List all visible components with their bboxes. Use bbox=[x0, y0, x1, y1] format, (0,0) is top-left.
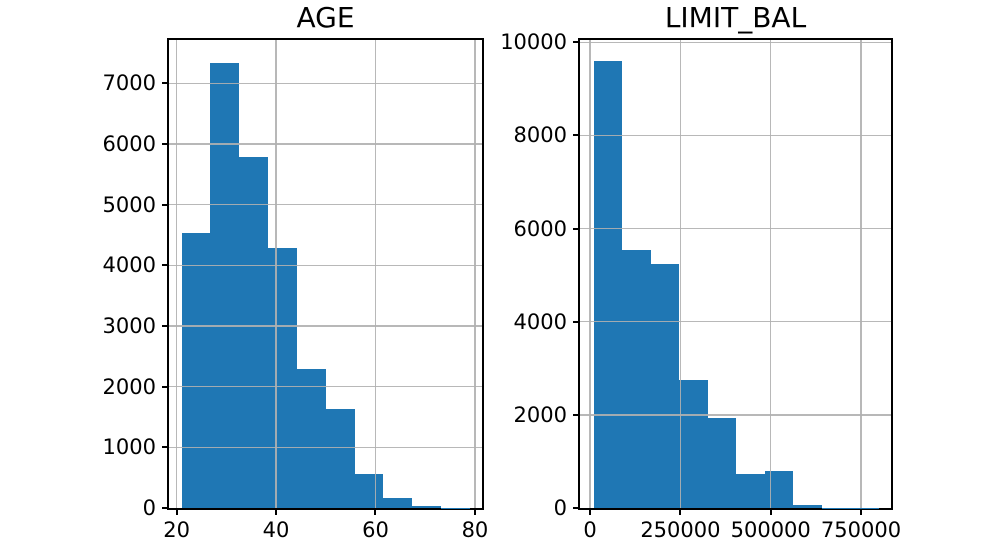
gridline bbox=[175, 40, 178, 508]
x-tick-mark bbox=[473, 510, 476, 515]
gridline bbox=[589, 40, 591, 508]
y-tick-mark bbox=[162, 143, 167, 146]
histogram-bar bbox=[764, 471, 794, 508]
y-tick-mark bbox=[162, 507, 167, 509]
y-tick-label: 6000 bbox=[513, 216, 567, 241]
y-tick-mark bbox=[573, 134, 578, 137]
y-tick-label: 2000 bbox=[513, 402, 567, 427]
gridline bbox=[580, 227, 891, 230]
gridline bbox=[169, 203, 482, 206]
histogram-bar bbox=[268, 247, 297, 508]
x-tick-mark bbox=[589, 510, 592, 515]
x-tick-label: 20 bbox=[163, 518, 190, 542]
histogram-bar bbox=[239, 156, 269, 508]
gridline bbox=[275, 40, 277, 508]
x-tick-mark bbox=[175, 510, 178, 515]
gridline bbox=[169, 446, 482, 449]
y-tick-mark bbox=[162, 385, 167, 388]
x-tick-mark bbox=[860, 510, 863, 515]
x-tick-label: 500000 bbox=[730, 518, 811, 542]
histogram-bar bbox=[707, 418, 737, 508]
y-tick-label: 0 bbox=[553, 496, 567, 520]
gridline bbox=[169, 385, 482, 388]
histogram-bar bbox=[736, 473, 765, 508]
age-histogram-plot: 20 40 60 80 0 1000 2000 3000 4000 5000 6000 7000 bbox=[103, 38, 488, 542]
gridline bbox=[580, 41, 891, 44]
y-tick-label: 4000 bbox=[102, 253, 156, 278]
y-tick-mark bbox=[573, 320, 578, 323]
y-tick-mark bbox=[162, 264, 167, 267]
histogram-bar bbox=[181, 233, 211, 508]
y-tick-mark bbox=[573, 41, 578, 44]
gridline bbox=[860, 40, 862, 508]
y-tick-mark bbox=[573, 507, 578, 509]
histogram-bar bbox=[325, 408, 355, 508]
y-tick-label: 3000 bbox=[102, 314, 156, 339]
y-tick-mark bbox=[162, 203, 167, 206]
histogram-bar bbox=[650, 264, 680, 508]
histogram-bar bbox=[679, 379, 708, 508]
y-tick-mark bbox=[162, 446, 167, 449]
x-tick-mark bbox=[275, 510, 278, 515]
y-tick-mark bbox=[573, 227, 578, 230]
gridline bbox=[374, 40, 377, 508]
x-tick-label: 750000 bbox=[820, 518, 902, 542]
y-tick-label: 5000 bbox=[102, 192, 156, 217]
histogram-bar bbox=[296, 369, 326, 508]
y-tick-label: 10000 bbox=[500, 30, 567, 55]
y-tick-label: 4000 bbox=[513, 309, 567, 334]
x-tick-label: 60 bbox=[362, 518, 389, 542]
y-tick-label: 8000 bbox=[513, 123, 567, 148]
y-tick-label: 0 bbox=[142, 496, 156, 520]
histogram-bar bbox=[593, 61, 623, 508]
gridline bbox=[679, 40, 682, 508]
x-tick-label: 250000 bbox=[640, 518, 721, 542]
gridline bbox=[580, 414, 891, 416]
x-tick-label: 80 bbox=[461, 518, 489, 542]
gridline bbox=[169, 82, 482, 85]
histogram-bar bbox=[622, 249, 651, 508]
limit-bal-histogram-plot: 0 250000 500000 750000 0 2000 4000 6000 8000 1000… bbox=[500, 30, 901, 542]
gridline bbox=[474, 40, 476, 508]
x-tick-label: 40 bbox=[262, 518, 290, 542]
x-tick-mark bbox=[769, 510, 772, 515]
y-tick-mark bbox=[573, 413, 578, 416]
gridline bbox=[769, 40, 772, 508]
plot-title-limit-bal: LIMIT_BAL bbox=[664, 1, 807, 34]
gridline bbox=[169, 143, 482, 145]
y-tick-label: 2000 bbox=[102, 374, 156, 399]
x-tick-label: 0 bbox=[583, 518, 597, 542]
histogram-bar bbox=[383, 498, 413, 508]
histogram-bar bbox=[412, 505, 442, 508]
x-tick-mark bbox=[679, 510, 682, 515]
histogram-bar bbox=[210, 63, 240, 508]
gridline bbox=[580, 134, 891, 137]
gridline bbox=[169, 264, 482, 267]
y-tick-label: 6000 bbox=[102, 132, 156, 157]
y-tick-mark bbox=[162, 82, 167, 85]
plot-title-age: AGE bbox=[296, 1, 355, 34]
histogram-bar bbox=[793, 504, 822, 508]
gridline bbox=[169, 325, 482, 327]
histogram-bar bbox=[354, 474, 384, 508]
x-tick-mark bbox=[374, 510, 377, 515]
y-tick-mark bbox=[162, 325, 167, 328]
y-tick-label: 1000 bbox=[102, 435, 156, 460]
y-tick-label: 7000 bbox=[102, 71, 156, 96]
gridline bbox=[580, 320, 891, 323]
